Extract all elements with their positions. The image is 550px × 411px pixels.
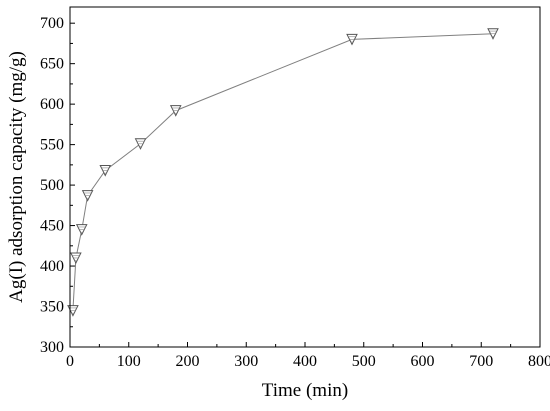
y-tick-label: 450 [40,218,64,235]
y-tick-label: 400 [40,258,64,275]
y-tick-label: 350 [40,299,64,316]
plot-frame [69,6,541,348]
x-tick-label: 600 [411,353,435,370]
data-point [169,105,182,117]
data-point [81,190,94,202]
x-tick-label: 800 [528,353,550,370]
y-axis-ticks: 300 350 400 450 500 550 600 650 700 [40,15,75,356]
data-point [134,138,147,150]
x-tick-label: 400 [293,353,317,370]
data-point [75,224,88,236]
data-points [67,28,499,317]
y-tick-label: 300 [40,339,64,356]
y-tick-label: 650 [40,56,64,73]
x-axis-title: Time (min) [262,380,348,401]
y-axis-title: Ag(I) adsorption capacity (mg/g) [6,51,27,303]
data-point [70,252,82,265]
data-point [487,28,499,40]
y-tick-label: 550 [40,137,64,154]
x-tick-label: 500 [352,353,376,370]
y-tick-label: 700 [40,15,64,32]
x-tick-label: 700 [469,353,493,370]
x-tick-label: 300 [234,353,258,370]
x-tick-label: 200 [176,353,200,370]
data-point [346,33,358,46]
data-point [99,165,112,177]
x-tick-label: 100 [117,353,141,370]
data-point [67,305,79,317]
x-axis-ticks: 0 100 200 300 400 500 600 700 800 [66,342,550,370]
y-tick-label: 600 [40,96,64,113]
x-tick-label: 0 [66,353,74,370]
y-tick-label: 500 [40,177,64,194]
series-line [72,33,494,311]
